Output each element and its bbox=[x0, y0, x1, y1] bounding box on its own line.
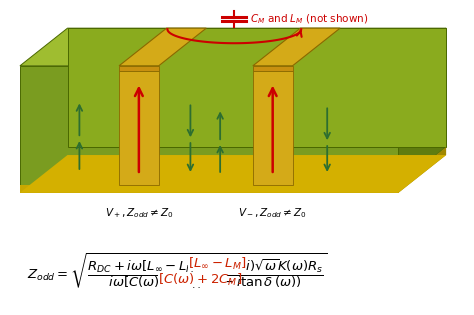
Text: $[C(\omega)+2C_M]$: $[C(\omega)+2C_M]$ bbox=[158, 272, 242, 288]
Polygon shape bbox=[253, 28, 340, 66]
Polygon shape bbox=[20, 155, 446, 193]
Polygon shape bbox=[119, 28, 206, 66]
Polygon shape bbox=[20, 185, 399, 193]
Polygon shape bbox=[399, 147, 446, 193]
Polygon shape bbox=[119, 66, 159, 71]
Polygon shape bbox=[253, 66, 292, 71]
FancyBboxPatch shape bbox=[189, 258, 246, 271]
Text: $[L_\infty - L_M]$: $[L_\infty - L_M]$ bbox=[189, 256, 247, 272]
Text: $C_M$ and $L_M$ (not shown): $C_M$ and $L_M$ (not shown) bbox=[250, 12, 369, 26]
Polygon shape bbox=[67, 28, 446, 147]
FancyBboxPatch shape bbox=[158, 274, 227, 287]
Polygon shape bbox=[20, 28, 446, 66]
Text: $Z_{odd} = \sqrt{\dfrac{R_{DC}+i\omega[L_\infty - L_M]+(1+i)\sqrt{\omega}K(\omeg: $Z_{odd} = \sqrt{\dfrac{R_{DC}+i\omega[L… bbox=[27, 252, 327, 292]
Polygon shape bbox=[119, 71, 159, 185]
Polygon shape bbox=[253, 71, 292, 185]
Polygon shape bbox=[20, 66, 399, 185]
Polygon shape bbox=[399, 28, 446, 185]
Text: $V_+, Z_{odd} \neq Z_0$: $V_+, Z_{odd} \neq Z_0$ bbox=[105, 207, 173, 220]
Text: $V_-, Z_{odd} \neq Z_0$: $V_-, Z_{odd} \neq Z_0$ bbox=[238, 207, 307, 220]
